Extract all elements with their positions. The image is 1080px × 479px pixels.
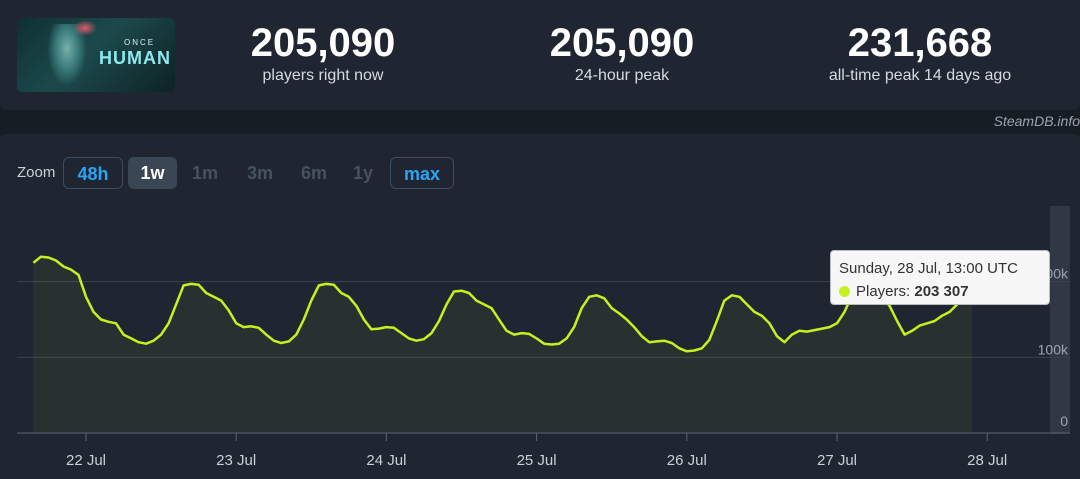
zoom-6m-button[interactable]: 6m: [300, 163, 327, 183]
y-tick-label: 0: [1060, 413, 1068, 429]
zoom-48h-button[interactable]: 48h: [63, 157, 123, 189]
stat-label: all-time peak 14 days ago: [828, 67, 1012, 84]
x-tick-label: 24 Jul: [366, 452, 406, 469]
tooltip-series-label: Players:: [856, 283, 911, 300]
stat-current-players: 205,090 players right now: [223, 20, 423, 86]
chart-panel: [0, 134, 1080, 479]
steamdb-credit[interactable]: SteamDB.info: [993, 113, 1080, 129]
chart-tooltip: Sunday, 28 Jul, 13:00 UTC Players: 203 3…: [830, 250, 1050, 305]
logo-text-human: HUMAN: [99, 48, 171, 68]
logo-text-once: ONCE: [124, 38, 156, 47]
tooltip-date: Sunday, 28 Jul, 13:00 UTC: [839, 260, 1018, 277]
x-tick-label: 22 Jul: [66, 452, 106, 469]
x-tick-label: 25 Jul: [517, 452, 557, 469]
x-tick-label: 27 Jul: [817, 452, 857, 469]
series-color-dot: [839, 286, 850, 297]
zoom-1y-button[interactable]: 1y: [352, 163, 374, 183]
stat-value: 205,090: [250, 21, 396, 65]
x-tick-label: 23 Jul: [216, 452, 256, 469]
stat-value: 231,668: [847, 21, 993, 65]
tooltip-value: 203 307: [914, 283, 969, 300]
game-logo[interactable]: ONCE HUMAN: [17, 18, 175, 92]
zoom-max-button[interactable]: max: [390, 157, 454, 189]
zoom-3m-button[interactable]: 3m: [246, 163, 273, 183]
stat-all-time-peak: 231,668 all-time peak 14 days ago: [800, 20, 1040, 86]
zoom-label: Zoom: [17, 164, 56, 181]
x-tick-label: 28 Jul: [967, 452, 1007, 469]
stat-label: 24-hour peak: [574, 67, 670, 84]
stat-label: players right now: [262, 67, 384, 84]
x-axis-ticks: 22 Jul 23 Jul 24 Jul 25 Jul 26 Jul 27 Jul 28 J…: [66, 433, 1007, 469]
logo-red-glow: [73, 20, 97, 36]
stat-24h-peak: 205,090 24-hour peak: [522, 20, 722, 86]
chart-scrollbar-highlight[interactable]: [1050, 206, 1070, 434]
zoom-1m-button[interactable]: 1m: [191, 163, 218, 183]
x-tick-label: 26 Jul: [667, 452, 707, 469]
y-tick-label: 100k: [1038, 341, 1069, 357]
tooltip-value-row: Players: 203 307: [839, 283, 1049, 300]
stat-value: 205,090: [549, 21, 695, 65]
series-area: [33, 256, 973, 433]
series-line-players: [32, 255, 974, 353]
stats-bar: ONCE HUMAN 205,090 players right now 205…: [0, 0, 1080, 110]
zoom-1w-button[interactable]: 1w: [128, 157, 177, 189]
